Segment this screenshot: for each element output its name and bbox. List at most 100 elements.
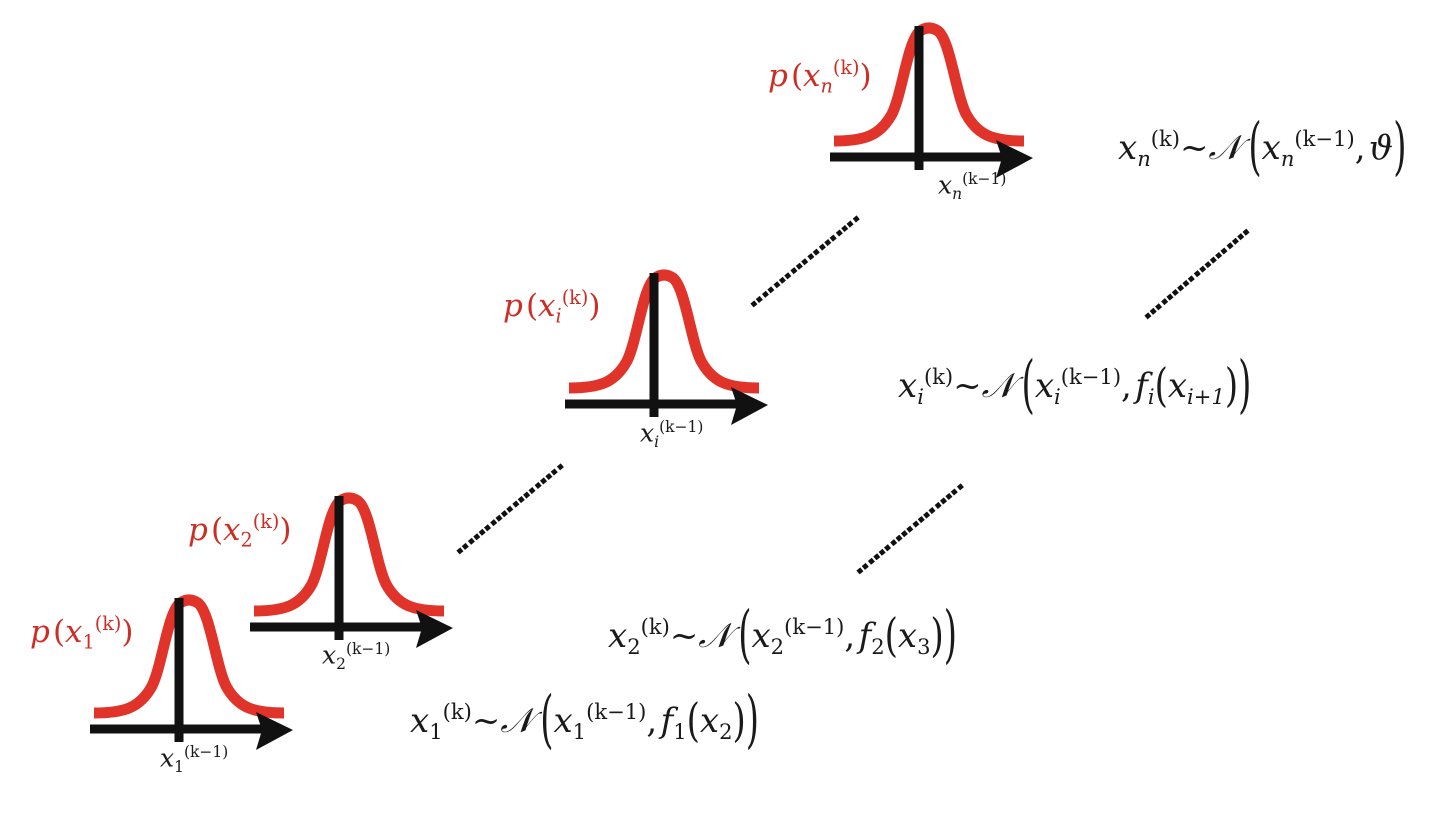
connector-dot xyxy=(923,511,931,519)
connector-dot xyxy=(512,500,520,508)
connector-dot xyxy=(534,482,542,490)
distribution-plot-xi xyxy=(563,265,778,425)
bell-curve-xi xyxy=(568,269,760,394)
dotted-connector-lower-left xyxy=(456,463,564,555)
connector-dot xyxy=(917,516,925,524)
connector-dot xyxy=(1149,307,1157,315)
connector-dot xyxy=(807,253,815,261)
dotted-connector-lower-right xyxy=(856,483,964,575)
connector-dot xyxy=(884,544,892,552)
connector-dot xyxy=(912,520,920,528)
distribution-svg-xi xyxy=(565,269,768,425)
connector-dot xyxy=(856,567,864,575)
connector-dot xyxy=(895,534,903,542)
connector-dot xyxy=(867,558,875,566)
connector-dot xyxy=(1226,242,1234,250)
density-label-xn: p ( xₙ^(k) ) p (xn(k)) xyxy=(768,56,872,98)
connector-dot xyxy=(945,492,953,500)
axis-label-x1: x₁^(k−1) x1(k−1) xyxy=(160,743,229,776)
connector-dot xyxy=(467,538,475,546)
connector-dot xyxy=(1220,247,1228,255)
axis-label-x2: x₂^(k−1) x2(k−1) xyxy=(322,640,391,673)
connector-dot xyxy=(956,483,964,491)
distribution-svg-x2 xyxy=(250,492,453,648)
connector-dot xyxy=(500,510,508,518)
connector-dot xyxy=(1155,303,1163,311)
bell-curve-xn xyxy=(833,22,1025,147)
axis-arrowhead-x1 xyxy=(256,712,293,750)
connector-dot xyxy=(928,506,936,514)
connector-dot xyxy=(1231,237,1239,245)
connector-dot xyxy=(1188,275,1196,283)
connector-dot xyxy=(1209,256,1217,264)
connector-dot xyxy=(934,502,942,510)
axis-label-xi: xᵢ^(k−1) xi(k−1) xyxy=(640,418,704,451)
connector-dot xyxy=(801,257,809,266)
connector-dot xyxy=(1204,261,1212,269)
axis-arrowhead-xn xyxy=(996,140,1033,178)
connector-dot xyxy=(1171,289,1179,297)
connector-dot xyxy=(812,248,820,256)
connector-dot xyxy=(773,281,781,289)
dotted-connector-upper-right xyxy=(1144,228,1250,320)
connector-dot xyxy=(1193,270,1201,278)
density-label-x2: p ( x₂^(k) ) p (x2(k)) xyxy=(188,510,292,552)
distribution-plot-xn xyxy=(828,18,1043,178)
connector-dot xyxy=(906,525,914,533)
connector-dot xyxy=(550,468,559,476)
connector-dot xyxy=(539,477,547,485)
connector-dot xyxy=(489,519,497,527)
bell-curve-x2 xyxy=(253,492,445,617)
density-label-x1: p ( x₁^(k) ) p (x1(k)) xyxy=(30,612,134,654)
dotted-connector-upper-left xyxy=(750,215,860,308)
connector-dot xyxy=(790,267,798,275)
connector-dot xyxy=(846,220,854,228)
connector-dot xyxy=(1160,298,1168,306)
connector-dot xyxy=(1237,233,1245,241)
equation-x2: x₂^(k) ~ N ( x₂^(k−1) , f₂(x₃) ) x2(k)~𝒩… xyxy=(608,598,958,673)
connector-dot xyxy=(829,234,837,242)
connector-dot xyxy=(873,553,881,561)
distribution-plot-x1 xyxy=(88,590,303,750)
connector-dot xyxy=(1177,284,1185,292)
connector-dot xyxy=(484,524,492,532)
density-label-xi: p ( xᵢ^(k) ) p (xi(k)) xyxy=(503,286,601,328)
distribution-svg-x1 xyxy=(90,594,293,750)
connector-dot xyxy=(878,548,886,556)
connector-dot xyxy=(473,533,481,541)
axis-label-xn: xₙ^(k−1) xn(k−1) xyxy=(938,170,1007,203)
connector-dot xyxy=(1242,228,1250,236)
connector-dot xyxy=(939,497,947,505)
bell-curve-x1 xyxy=(93,594,285,719)
connector-dot xyxy=(841,224,849,233)
connector-dot xyxy=(461,542,469,550)
connector-dot xyxy=(506,505,514,513)
connector-dot xyxy=(545,472,553,480)
connector-dot xyxy=(778,276,786,284)
axis-arrowhead-x2 xyxy=(416,610,453,648)
distribution-svg-xn xyxy=(830,22,1033,178)
connector-dot xyxy=(835,229,843,237)
connector-dot xyxy=(861,562,869,570)
equation-xn: xₙ^(k) ~ N ( xₙ^(k−1) , ϑ ) xn(k)~𝒩 (xn(… xyxy=(1118,110,1407,185)
connector-dot xyxy=(795,262,803,270)
connector-dot xyxy=(900,530,908,538)
connector-dot xyxy=(1215,251,1223,259)
connector-dot xyxy=(556,463,564,471)
equation-x1: x₁^(k) ~ N ( x₁^(k−1) , f₁(x₂) ) x1(k)~𝒩… xyxy=(410,683,760,758)
connector-dot xyxy=(784,272,792,280)
connector-dot xyxy=(1144,312,1152,320)
connector-dot xyxy=(495,514,503,522)
connector-dot xyxy=(528,486,536,494)
connector-dot xyxy=(824,239,832,247)
connector-dot xyxy=(889,539,897,547)
connector-dot xyxy=(1182,279,1190,287)
connector-dot xyxy=(852,215,860,223)
axis-arrowhead-xi xyxy=(731,387,768,425)
connector-dot xyxy=(478,528,486,536)
distribution-plot-x2 xyxy=(248,488,463,648)
connector-dot xyxy=(517,496,525,504)
connector-dot xyxy=(1166,293,1174,301)
equation-xi: xᵢ^(k) ~ N ( xᵢ^(k−1) , fᵢ(xᵢ₊₁) ) xi(k)… xyxy=(898,348,1252,423)
